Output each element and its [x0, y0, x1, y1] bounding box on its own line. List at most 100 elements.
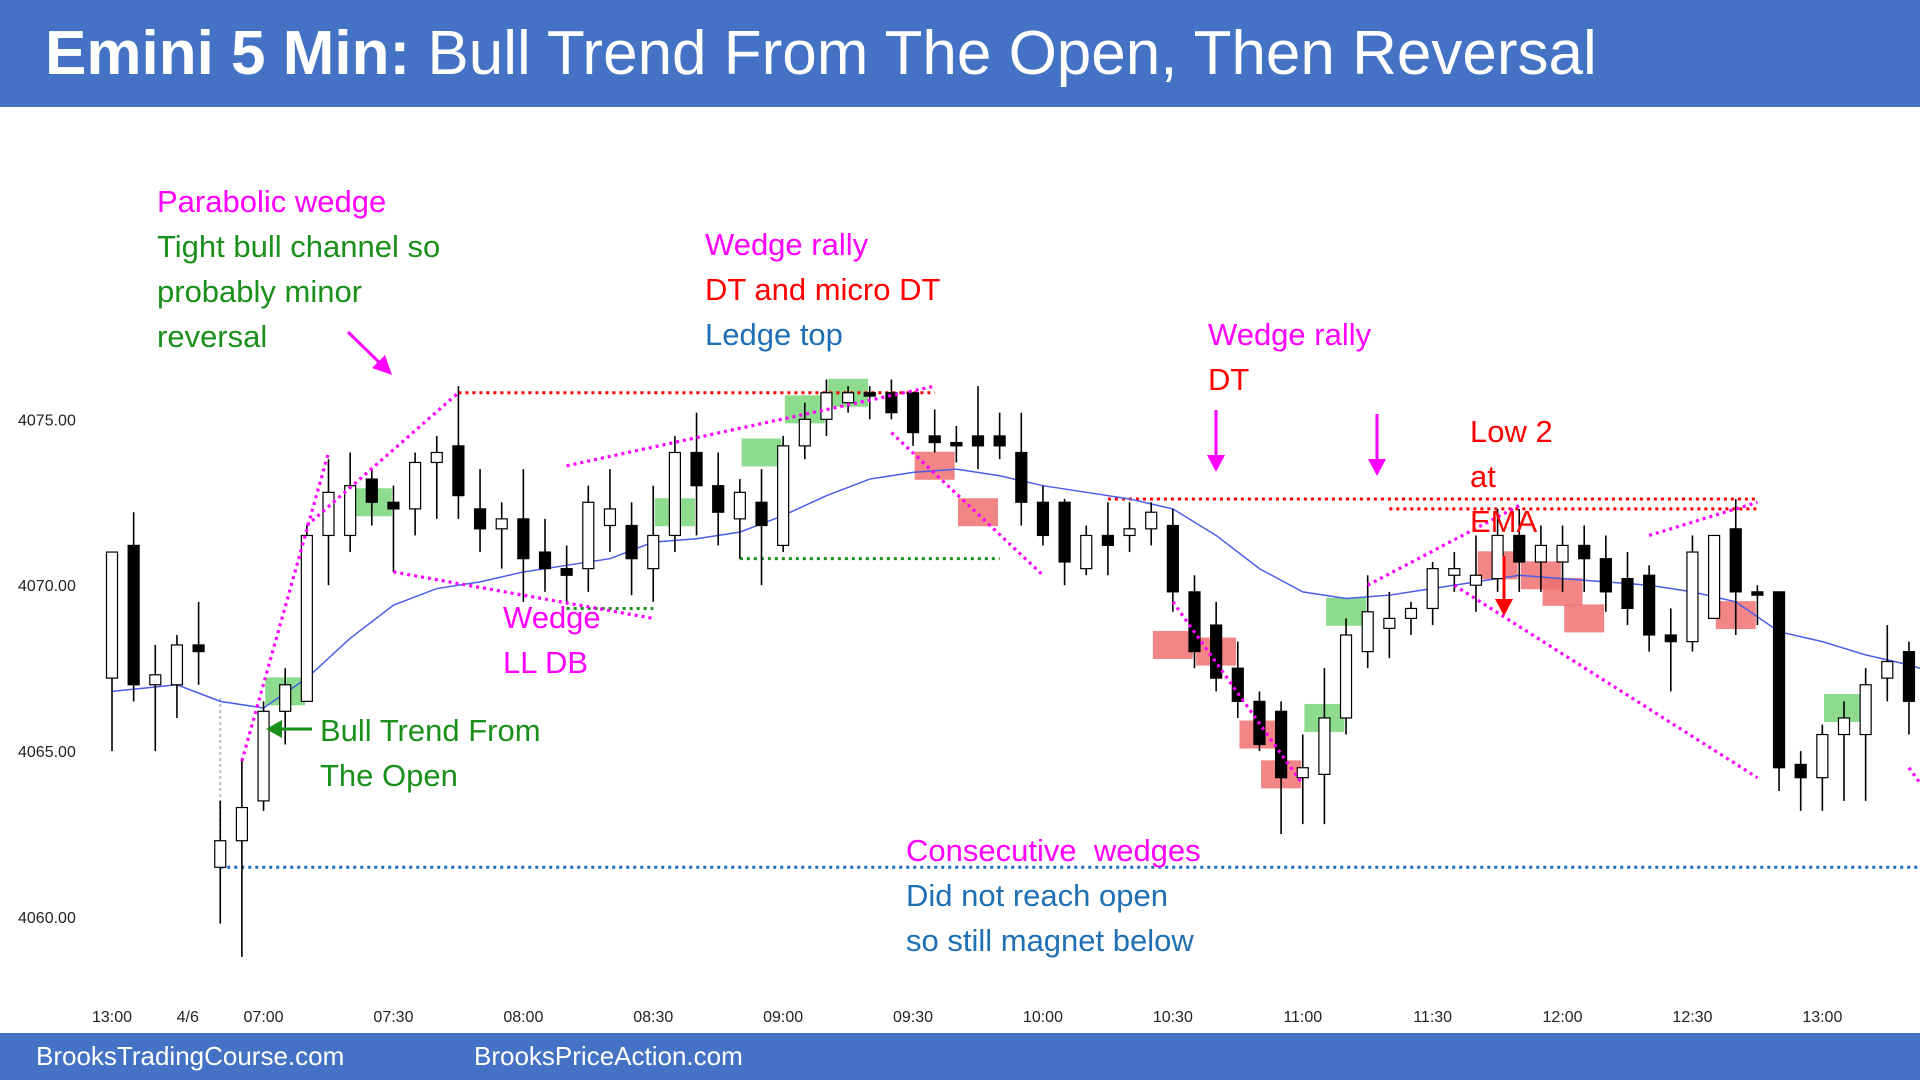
candle-body-43 — [1036, 501, 1050, 537]
candle-body-18 — [495, 518, 508, 530]
candle-45 — [1080, 525, 1093, 576]
sell-signal-box-7 — [958, 498, 998, 527]
candle-52 — [1231, 641, 1244, 718]
candle-29 — [733, 479, 746, 559]
parabolic-wedge-upper — [305, 391, 460, 527]
candle-body-76 — [1751, 591, 1764, 596]
sell-signal-box-8 — [1152, 630, 1193, 659]
candle-body-83 — [1902, 650, 1916, 702]
candle-50 — [1188, 575, 1201, 669]
candle-65 — [1513, 508, 1526, 592]
candle-47 — [1123, 502, 1136, 553]
candle-body-44 — [1058, 501, 1071, 563]
x-tick-label-8: 10:00 — [1023, 1009, 1063, 1026]
candle-28 — [712, 452, 725, 546]
x-tick-label-11: 11:30 — [1413, 1009, 1452, 1026]
annotation-wedge: Wedge — [503, 600, 601, 635]
candle-39 — [950, 425, 963, 463]
sell-signal-box-17 — [1564, 604, 1605, 633]
candle-40 — [971, 386, 985, 470]
candle-5 — [214, 800, 227, 924]
candle-80 — [1837, 701, 1851, 801]
candle-66 — [1534, 525, 1548, 592]
candle-body-34 — [841, 392, 855, 404]
candle-8 — [279, 668, 292, 745]
candle-body-80 — [1837, 717, 1851, 736]
candle-30 — [755, 469, 768, 586]
candle-body-46 — [1101, 534, 1115, 547]
low2-arrow-head — [1495, 599, 1513, 616]
annotation-consecutive-wedges: Consecutive wedges — [906, 833, 1201, 868]
candle-11 — [344, 452, 357, 553]
candle-body-37 — [906, 392, 920, 434]
parabolic-wedge-lower — [240, 452, 331, 762]
candle-body-48 — [1145, 511, 1158, 530]
candle-body-17 — [473, 508, 487, 530]
footer-link-brookspriceaction[interactable]: BrooksPriceAction.com — [474, 1041, 743, 1071]
annotation-parabolic-wedge: Parabolic wedge — [157, 184, 386, 219]
candle-15 — [430, 435, 443, 519]
candle-body-12 — [365, 478, 378, 503]
sell-signal-box-6 — [914, 451, 955, 480]
annotation-low2-2: at — [1470, 459, 1496, 494]
candle-body-72 — [1664, 634, 1677, 643]
candle-1 — [127, 512, 140, 702]
annotation-tight-channel-3: reversal — [157, 319, 267, 354]
x-tick-label-12: 12:00 — [1543, 1009, 1583, 1026]
candle-body-47 — [1123, 528, 1136, 537]
candle-body-60 — [1404, 607, 1418, 620]
candle-4 — [192, 601, 205, 685]
title-bold: Emini 5 Min: — [45, 19, 411, 88]
candle-43 — [1036, 485, 1050, 546]
candle-body-40 — [971, 435, 985, 447]
candle-18 — [495, 502, 508, 569]
candle-12 — [365, 469, 378, 526]
candle-81 — [1859, 668, 1872, 801]
wedge-rally-arrow-1-head — [1207, 455, 1225, 472]
candle-body-77 — [1772, 591, 1786, 769]
y-tick-label-2: 4070.00 — [18, 578, 76, 595]
candle-body-39 — [950, 441, 963, 447]
annotation-wedge-rally-1: Wedge rally — [705, 227, 869, 262]
candle-63 — [1469, 535, 1483, 612]
reversal-down-line-4 — [1907, 766, 1920, 786]
candle-16 — [452, 386, 465, 519]
candle-body-27 — [690, 451, 703, 487]
candle-body-75 — [1729, 528, 1742, 593]
candle-68 — [1578, 525, 1591, 592]
candle-49 — [1166, 508, 1179, 612]
annotation-dt-micro-dt: DT and micro DT — [705, 272, 940, 307]
x-tick-label-1: 4/6 — [177, 1009, 199, 1026]
candle-body-28 — [712, 485, 725, 513]
y-tick-label-1: 4065.00 — [18, 744, 76, 761]
candle-34 — [841, 386, 855, 413]
annotation-dt: DT — [1208, 362, 1249, 397]
candle-77 — [1772, 591, 1786, 791]
candle-body-26 — [668, 451, 682, 537]
candle-body-67 — [1556, 544, 1569, 563]
footer-link-brookstradingcourse[interactable]: BrooksTradingCourse.com — [36, 1041, 345, 1071]
candle-38 — [928, 409, 941, 453]
wedge-rally-arrow-2-head — [1368, 459, 1386, 476]
candle-23 — [603, 469, 617, 553]
candle-76 — [1751, 585, 1764, 626]
candle-body-64 — [1491, 534, 1504, 580]
candle-body-38 — [928, 435, 941, 444]
x-tick-label-4: 08:00 — [503, 1009, 543, 1026]
candle-61 — [1426, 562, 1439, 626]
annotation-ledge-top: Ledge top — [705, 317, 843, 352]
candle-body-23 — [603, 508, 617, 527]
candle-body-79 — [1816, 733, 1829, 779]
candle-body-58 — [1361, 611, 1374, 653]
x-tick-label-5: 08:30 — [633, 1009, 673, 1026]
bull-trend-arrow-head — [266, 720, 282, 738]
candle-83 — [1902, 641, 1916, 735]
candle-body-56 — [1318, 717, 1331, 775]
x-tick-label-14: 13:00 — [1802, 1009, 1842, 1026]
candle-body-0 — [105, 551, 119, 679]
candle-body-62 — [1448, 568, 1461, 576]
annotation-wedge-rally-2: Wedge rally — [1208, 317, 1372, 352]
candle-72 — [1664, 608, 1677, 692]
candle-48 — [1145, 502, 1158, 546]
reversal-down-line-2 — [1171, 600, 1305, 786]
